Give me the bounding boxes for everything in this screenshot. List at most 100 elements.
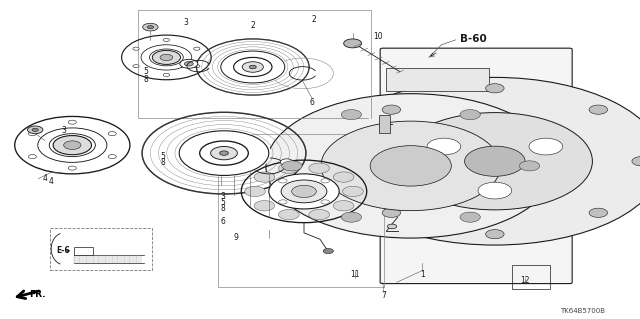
- Circle shape: [465, 146, 525, 176]
- Circle shape: [309, 163, 330, 173]
- Text: 11: 11: [351, 270, 360, 279]
- Circle shape: [486, 230, 504, 239]
- Circle shape: [280, 159, 293, 165]
- Circle shape: [278, 179, 287, 183]
- Circle shape: [180, 59, 198, 68]
- Text: 6: 6: [310, 98, 315, 107]
- Circle shape: [397, 113, 593, 210]
- Circle shape: [214, 153, 228, 160]
- Circle shape: [163, 38, 170, 41]
- Text: 4: 4: [49, 177, 54, 186]
- Circle shape: [244, 186, 266, 197]
- Circle shape: [387, 224, 397, 229]
- Circle shape: [219, 50, 287, 84]
- FancyBboxPatch shape: [380, 48, 572, 284]
- Circle shape: [486, 84, 504, 93]
- Circle shape: [321, 200, 330, 204]
- Text: 9: 9: [233, 233, 238, 242]
- Text: 3: 3: [61, 126, 67, 135]
- Circle shape: [323, 249, 333, 254]
- Circle shape: [321, 179, 330, 183]
- Circle shape: [133, 47, 139, 50]
- Circle shape: [520, 161, 540, 171]
- Text: 8: 8: [161, 158, 166, 167]
- Circle shape: [254, 201, 275, 211]
- Circle shape: [266, 94, 556, 238]
- Circle shape: [177, 130, 271, 177]
- Circle shape: [460, 109, 480, 120]
- Bar: [74, 247, 93, 255]
- Circle shape: [200, 141, 248, 165]
- Circle shape: [160, 54, 173, 61]
- Circle shape: [460, 212, 480, 222]
- Circle shape: [133, 65, 139, 68]
- Circle shape: [28, 126, 43, 134]
- Circle shape: [228, 157, 239, 163]
- Circle shape: [344, 39, 362, 48]
- Text: 2: 2: [250, 21, 255, 30]
- Circle shape: [269, 174, 339, 209]
- Circle shape: [278, 163, 299, 173]
- Circle shape: [278, 210, 299, 220]
- Circle shape: [339, 157, 358, 166]
- Circle shape: [152, 50, 180, 64]
- Circle shape: [211, 146, 237, 160]
- Circle shape: [333, 172, 354, 182]
- Circle shape: [342, 186, 364, 197]
- Circle shape: [341, 109, 362, 120]
- Circle shape: [250, 65, 256, 69]
- Bar: [50, 228, 152, 270]
- Text: 3: 3: [183, 18, 188, 27]
- Circle shape: [223, 52, 283, 82]
- Circle shape: [309, 210, 330, 220]
- Circle shape: [220, 151, 228, 155]
- Circle shape: [382, 105, 401, 114]
- Circle shape: [32, 128, 38, 131]
- Circle shape: [184, 62, 193, 66]
- Text: 4: 4: [42, 174, 47, 183]
- Text: 10: 10: [372, 32, 383, 41]
- Circle shape: [341, 212, 362, 222]
- Circle shape: [254, 172, 275, 182]
- Circle shape: [589, 105, 607, 114]
- Text: B-60: B-60: [460, 34, 486, 44]
- Circle shape: [292, 185, 316, 197]
- Bar: [387, 68, 489, 91]
- Text: 3: 3: [220, 192, 225, 201]
- Text: 5: 5: [220, 198, 225, 207]
- Circle shape: [281, 180, 327, 203]
- Text: 8: 8: [143, 75, 148, 84]
- Circle shape: [194, 65, 200, 68]
- Text: 5: 5: [161, 152, 166, 161]
- Text: 5: 5: [143, 67, 148, 76]
- Circle shape: [28, 155, 36, 159]
- Circle shape: [333, 201, 354, 211]
- Circle shape: [370, 146, 451, 186]
- Circle shape: [282, 161, 302, 171]
- Circle shape: [53, 136, 92, 155]
- Circle shape: [143, 23, 158, 31]
- Text: 12: 12: [520, 276, 529, 285]
- Circle shape: [64, 141, 81, 149]
- Circle shape: [278, 200, 287, 204]
- Circle shape: [221, 51, 285, 83]
- Circle shape: [218, 155, 225, 159]
- Bar: [379, 115, 390, 133]
- Circle shape: [179, 131, 269, 175]
- Text: FR.: FR.: [29, 290, 45, 299]
- Circle shape: [234, 57, 272, 77]
- Circle shape: [243, 62, 264, 72]
- Circle shape: [147, 26, 154, 29]
- Circle shape: [632, 157, 640, 166]
- Text: 8: 8: [220, 204, 225, 213]
- Circle shape: [108, 155, 116, 159]
- Circle shape: [223, 155, 244, 165]
- Circle shape: [427, 138, 461, 155]
- Text: 7: 7: [381, 291, 387, 300]
- Circle shape: [326, 78, 640, 245]
- Text: E-6: E-6: [56, 246, 70, 255]
- Circle shape: [182, 132, 267, 174]
- Text: 6: 6: [220, 217, 225, 226]
- Circle shape: [68, 166, 76, 170]
- Circle shape: [108, 132, 116, 136]
